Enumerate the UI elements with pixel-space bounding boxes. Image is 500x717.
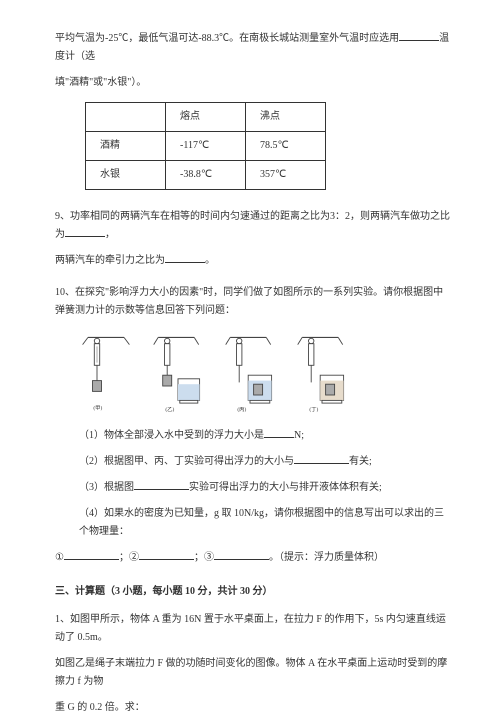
svg-text:(甲): (甲): [93, 404, 102, 411]
q10-para: 10、在探究"影响浮力大小的因素"时，同学们做了如图所示的一系列实验。请你根据图…: [55, 284, 450, 320]
sec3-q1-b: 如图乙是绳子末端拉力 F 做的功随时间变化的图像。物体 A 在水平桌面上运动时受…: [55, 655, 450, 691]
svg-text:(丁): (丁): [309, 406, 318, 413]
q9-b: ，: [105, 229, 115, 240]
q10-3: （3）根据图 实验可得出浮力的大小与排开液体体积有关;: [55, 479, 450, 497]
properties-table: 熔点 沸点 酒精 -117℃ 78.5℃ 水银 -38.8℃ 357℃: [85, 102, 326, 190]
intro-text-a: 平均气温为-25℃，最低气温可达-88.3℃。在南极长城站测量室外气温时应选用: [55, 33, 399, 44]
intro-para: 平均气温为-25℃，最低气温可达-88.3℃。在南极长城站测量室外气温时应选用温…: [55, 30, 450, 66]
q10-1-b: N;: [294, 430, 304, 441]
blank-pq2: [139, 549, 194, 560]
q10-4-a: （4）如果水的密度为已知量，g 取 10N/kg，请你根据图中的信息写出可以求出…: [79, 508, 444, 537]
blank-buoyancy: [264, 427, 294, 438]
q10-2-b: 有关;: [349, 456, 372, 467]
td: 78.5℃: [246, 132, 326, 161]
apparatus-d-icon: (丁): [295, 332, 349, 413]
table-row: 酒精 -117℃ 78.5℃: [86, 132, 326, 161]
blank-force-ratio: [165, 252, 205, 263]
th-boil: 沸点: [246, 103, 326, 132]
apparatus-a-icon: (甲): [79, 332, 133, 413]
q10-text: 10、在探究"影响浮力大小的因素"时，同学们做了如图所示的一系列实验。请你根据图…: [55, 287, 443, 316]
q10-2: （2）根据图甲、丙、丁实验可得出浮力的大小与 有关;: [55, 453, 450, 471]
blank-thermometer: [399, 30, 439, 41]
sec3-q1-c: 重 G 的 0.2 倍。求：: [55, 699, 450, 717]
table-row: 熔点 沸点: [86, 103, 326, 132]
q10-4-b: ①: [55, 552, 64, 563]
td: -117℃: [166, 132, 246, 161]
q10-2-a: （2）根据图甲、丙、丁实验可得出浮力的大小与: [79, 456, 294, 467]
blank-pq1: [64, 549, 119, 560]
svg-text:(乙): (乙): [165, 406, 174, 413]
blank-work-ratio: [65, 226, 105, 237]
q9-para-2: 两辆汽车的牵引力之比为 。: [55, 252, 450, 270]
table-row: 水银 -38.8℃ 357℃: [86, 161, 326, 190]
section-3-title: 三、计算题（3 小题，每小题 10 分，共计 30 分）: [55, 583, 450, 601]
q10-3-b: 实验可得出浮力的大小与排开液体体积有关;: [189, 482, 382, 493]
q10-4: （4）如果水的密度为已知量，g 取 10N/kg，请你根据图中的信息写出可以求出…: [55, 505, 450, 541]
q10-4-line2: ① ；② ；③ 。（提示：浮力质量体积）: [55, 549, 450, 567]
blank-pq3: [214, 549, 269, 560]
intro-para-2: 填"酒精"或"水银"）。: [55, 74, 450, 92]
blank-which-fig: [134, 479, 189, 490]
th-melt: 熔点: [166, 103, 246, 132]
svg-text:(丙): (丙): [237, 406, 246, 413]
q10-1-a: （1）物体全部浸入水中受到的浮力大小是: [79, 430, 264, 441]
q10-4-d: ；③: [194, 552, 214, 563]
q9-para: 9、功率相同的两辆汽车在相等的时间内匀速通过的距离之比为3：2，则两辆汽车做功之…: [55, 208, 450, 244]
blank-factor: [294, 453, 349, 464]
td: 酒精: [86, 132, 166, 161]
q10-4-c: ；②: [119, 552, 139, 563]
apparatus-b-icon: (乙): [151, 332, 205, 413]
th-empty: [86, 103, 166, 132]
q9-line2-b: 。: [205, 255, 215, 266]
td: 357℃: [246, 161, 326, 190]
q10-4-e: 。（提示：浮力质量体积）: [269, 552, 384, 563]
sec3-q1-a: 1、如图甲所示，物体 A 重为 16N 置于水平桌面上，在拉力 F 的作用下，5…: [55, 611, 450, 647]
q10-3-a: （3）根据图: [79, 482, 134, 493]
td: -38.8℃: [166, 161, 246, 190]
apparatus-c-icon: (丙): [223, 332, 277, 413]
q10-1: （1）物体全部浸入水中受到的浮力大小是 N;: [55, 427, 450, 445]
intro-line2: 填"酒精"或"水银"）。: [55, 77, 146, 88]
td: 水银: [86, 161, 166, 190]
q9-line2-a: 两辆汽车的牵引力之比为: [55, 255, 165, 266]
diagram-row: (甲) (乙) (丙): [79, 332, 450, 413]
